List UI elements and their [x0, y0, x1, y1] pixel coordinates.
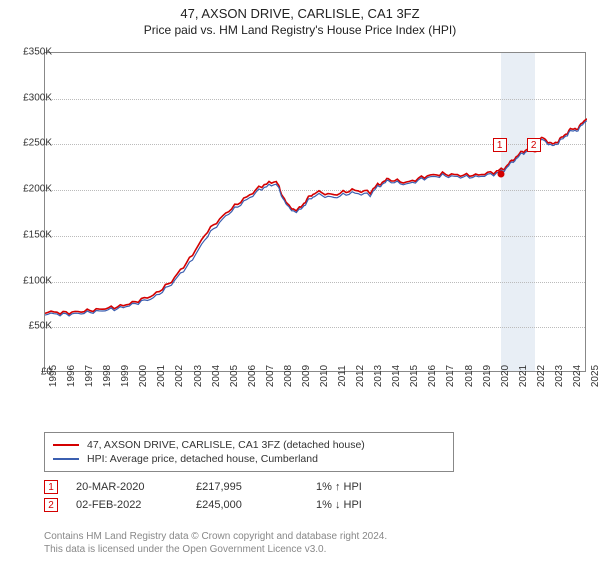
y-tick-label: £200K	[23, 184, 52, 195]
legend-item: 47, AXSON DRIVE, CARLISLE, CA1 3FZ (deta…	[53, 439, 445, 451]
y-tick-label: £300K	[23, 92, 52, 103]
x-tick-label: 2005	[229, 365, 240, 387]
x-tick-label: 1998	[102, 365, 113, 387]
x-tick-label: 2010	[319, 365, 330, 387]
x-tick-label: 2017	[445, 365, 456, 387]
x-tick-label: 1999	[120, 365, 131, 387]
transaction-marker: 1	[44, 480, 58, 494]
x-tick-label: 1995	[48, 365, 59, 387]
legend-box: 47, AXSON DRIVE, CARLISLE, CA1 3FZ (deta…	[44, 432, 454, 472]
x-tick-label: 2016	[427, 365, 438, 387]
x-tick-label: 1997	[84, 365, 95, 387]
transaction-delta: 1% ↑ HPI	[316, 481, 436, 493]
transaction-dot	[497, 170, 504, 177]
transaction-marker: 1	[493, 138, 507, 152]
transaction-row: 1 20-MAR-2020£217,9951% ↑ HPI	[44, 480, 436, 494]
x-tick-label: 2009	[301, 365, 312, 387]
x-tick-label: 2021	[518, 365, 529, 387]
transaction-price: £217,995	[196, 481, 316, 493]
transaction-table: 1 20-MAR-2020£217,9951% ↑ HPI 2 02-FEB-2022…	[44, 476, 436, 516]
transaction-date: 20-MAR-2020	[76, 481, 196, 493]
x-tick-label: 2000	[138, 365, 149, 387]
legend-label: 47, AXSON DRIVE, CARLISLE, CA1 3FZ (deta…	[87, 439, 365, 451]
x-tick-label: 2001	[156, 365, 167, 387]
x-tick-label: 2006	[247, 365, 258, 387]
y-tick-label: £150K	[23, 229, 52, 240]
x-tick-label: 2012	[355, 365, 366, 387]
y-tick-label: £100K	[23, 275, 52, 286]
footnote-line: This data is licensed under the Open Gov…	[44, 543, 387, 556]
transaction-price: £245,000	[196, 499, 316, 511]
transaction-delta: 1% ↓ HPI	[316, 499, 436, 511]
x-tick-label: 2020	[500, 365, 511, 387]
x-tick-label: 2023	[554, 365, 565, 387]
plot-area	[44, 52, 586, 372]
chart-container: 47, AXSON DRIVE, CARLISLE, CA1 3FZ Price…	[0, 6, 600, 566]
x-tick-label: 2011	[337, 365, 348, 387]
x-tick-label: 2002	[174, 365, 185, 387]
transaction-row: 2 02-FEB-2022£245,0001% ↓ HPI	[44, 498, 436, 512]
legend-item: HPI: Average price, detached house, Cumb…	[53, 453, 445, 465]
x-tick-label: 2004	[211, 365, 222, 387]
x-tick-label: 2019	[482, 365, 493, 387]
y-tick-label: £250K	[23, 138, 52, 149]
legend-swatch	[53, 444, 79, 446]
x-tick-label: 2022	[536, 365, 547, 387]
y-tick-label: £50K	[29, 321, 52, 332]
transaction-marker: 2	[44, 498, 58, 512]
chart-subtitle: Price paid vs. HM Land Registry's House …	[0, 23, 600, 37]
transaction-marker: 2	[527, 138, 541, 152]
x-tick-label: 2025	[590, 365, 600, 387]
x-tick-label: 2024	[572, 365, 583, 387]
x-tick-label: 2014	[391, 365, 402, 387]
line-series-svg	[45, 53, 587, 373]
x-tick-label: 1996	[66, 365, 77, 387]
x-tick-label: 2013	[373, 365, 384, 387]
legend-label: HPI: Average price, detached house, Cumb…	[87, 453, 318, 465]
transaction-date: 02-FEB-2022	[76, 499, 196, 511]
x-tick-label: 2008	[283, 365, 294, 387]
x-tick-label: 2018	[464, 365, 475, 387]
x-tick-label: 2003	[193, 365, 204, 387]
x-tick-label: 2007	[265, 365, 276, 387]
chart-title: 47, AXSON DRIVE, CARLISLE, CA1 3FZ	[0, 6, 600, 21]
footnote-line: Contains HM Land Registry data © Crown c…	[44, 530, 387, 543]
y-tick-label: £350K	[23, 47, 52, 58]
legend-swatch	[53, 458, 79, 460]
footnote: Contains HM Land Registry data © Crown c…	[44, 530, 387, 556]
x-tick-label: 2015	[409, 365, 420, 387]
